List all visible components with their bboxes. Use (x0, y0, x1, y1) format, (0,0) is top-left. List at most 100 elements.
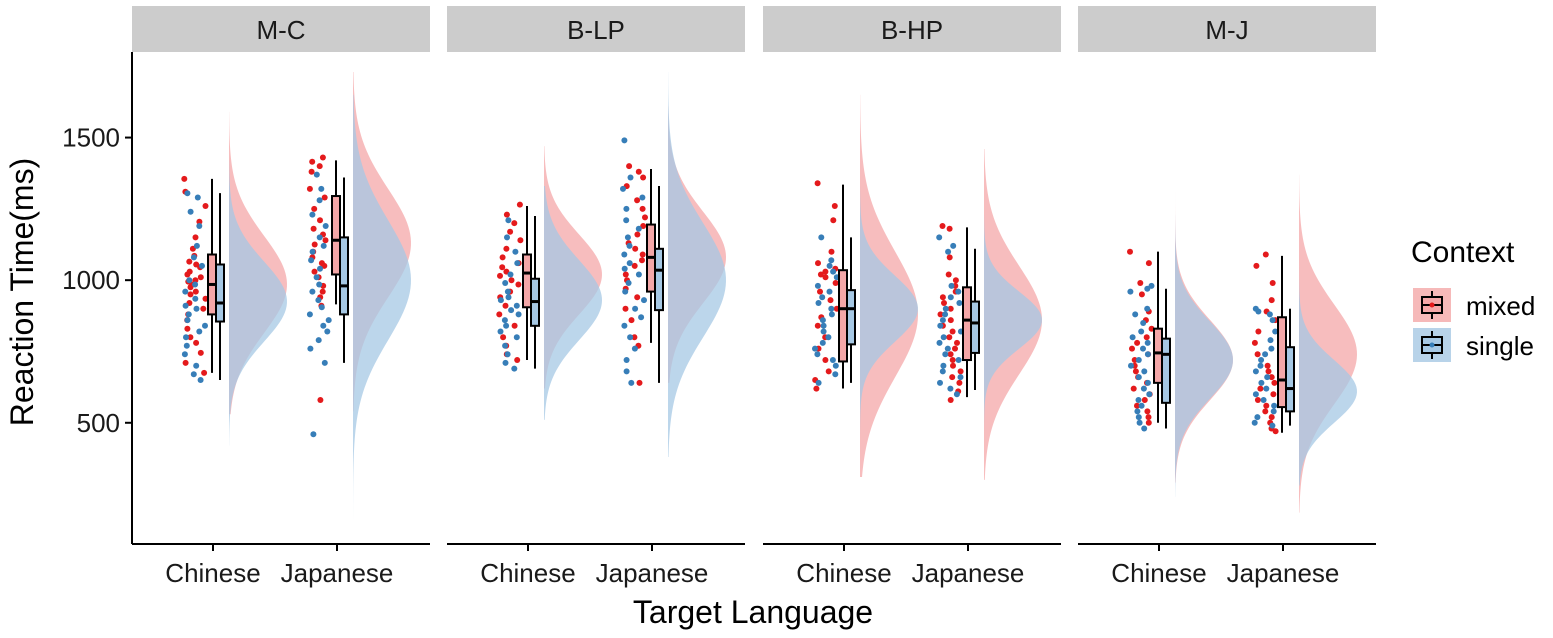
point-single (1141, 425, 1148, 432)
point-single (1134, 408, 1141, 415)
point-single (832, 362, 839, 369)
point-single (182, 288, 189, 295)
point-mixed (822, 268, 829, 275)
point-single (940, 334, 947, 341)
point-single (504, 288, 511, 295)
point-single (1141, 368, 1148, 375)
point-single (1258, 357, 1265, 363)
point-mixed (317, 217, 323, 224)
point-mixed (511, 220, 518, 227)
point-single (1252, 391, 1259, 398)
facet-strip-label: M-C (256, 15, 305, 45)
point-single (937, 322, 944, 329)
point-mixed (822, 274, 829, 281)
point-single (196, 328, 203, 335)
point-single (1252, 368, 1259, 375)
point-mixed (1251, 339, 1258, 346)
group-japanese (306, 71, 411, 520)
point-single (313, 171, 320, 178)
point-mixed (1272, 428, 1279, 435)
point-single (190, 371, 197, 378)
point-single (623, 205, 630, 212)
point-single (635, 271, 642, 278)
point-single (955, 288, 962, 295)
point-mixed (200, 305, 207, 312)
point-single (309, 288, 316, 295)
point-mixed (316, 163, 323, 170)
y-axis: 500 1000 1500 (62, 52, 133, 544)
box-mixed (962, 286, 972, 362)
box-single (846, 289, 856, 346)
point-mixed (321, 262, 328, 269)
point-single (315, 297, 322, 304)
point-mixed (310, 225, 317, 232)
legend-label-mixed: mixed (1466, 291, 1535, 321)
point-single (818, 234, 825, 241)
point-single (502, 359, 509, 366)
point-single (316, 281, 323, 288)
point-single (830, 268, 837, 275)
point-single (184, 317, 191, 324)
point-single (1138, 402, 1145, 409)
point-mixed (813, 385, 820, 392)
point-mixed (626, 163, 633, 170)
point-mixed (639, 257, 645, 264)
point-single (953, 391, 960, 398)
point-mixed (514, 357, 521, 363)
point-single (631, 345, 638, 352)
point-single (1144, 285, 1151, 292)
point-single (956, 300, 963, 306)
point-single (1136, 419, 1143, 426)
point-mixed (1130, 385, 1137, 392)
point-single (316, 234, 323, 241)
point-single (623, 357, 630, 363)
point-single (1144, 339, 1151, 346)
point-single (497, 297, 504, 304)
point-single (625, 280, 632, 286)
point-mixed (1269, 280, 1276, 286)
legend-title: Context (1411, 236, 1515, 269)
density-single (984, 214, 1042, 452)
x-axis-title: Target Language (633, 594, 873, 630)
point-single (948, 282, 955, 289)
point-mixed (187, 284, 194, 291)
facet-strip-label: B-HP (881, 15, 943, 45)
point-mixed (319, 154, 326, 161)
point-mixed (1129, 345, 1135, 352)
point-single (1272, 328, 1279, 335)
point-single (193, 242, 200, 249)
point-single (186, 277, 193, 284)
x-tick-label: Japanese (596, 558, 709, 588)
point-single (947, 294, 954, 301)
point-mixed (511, 322, 518, 329)
point-mixed (814, 322, 821, 329)
point-mixed (945, 271, 952, 278)
point-mixed (187, 291, 194, 298)
point-single (318, 304, 325, 311)
x-tick-label: Chinese (480, 558, 575, 588)
point-single (812, 345, 818, 352)
legend-key-mixed (1413, 288, 1451, 322)
point-single (950, 242, 957, 249)
point-single (1128, 362, 1134, 369)
point-single (193, 362, 200, 369)
facet-panel-b-hp: B-HP Chinese Japanese (763, 6, 1061, 588)
facet-strip (132, 6, 430, 52)
facet-strip-label: M-J (1205, 15, 1248, 45)
point-mixed (181, 175, 188, 182)
facet-panel-m-j: M-J Chinese Japanese (1078, 6, 1376, 588)
point-single (1127, 288, 1134, 295)
point-mixed (500, 334, 507, 341)
y-axis-title: Reaction Time(ms) (4, 158, 40, 427)
box-single (1285, 346, 1295, 413)
box-mixed (331, 195, 341, 276)
point-single (623, 217, 630, 224)
point-mixed (1271, 379, 1278, 386)
point-mixed (187, 334, 194, 341)
legend-key-single (1413, 328, 1451, 362)
group-chinese (181, 111, 287, 446)
point-mixed (639, 251, 646, 258)
point-single (942, 305, 949, 312)
point-single (639, 194, 646, 201)
x-tick-label: Japanese (281, 558, 394, 588)
